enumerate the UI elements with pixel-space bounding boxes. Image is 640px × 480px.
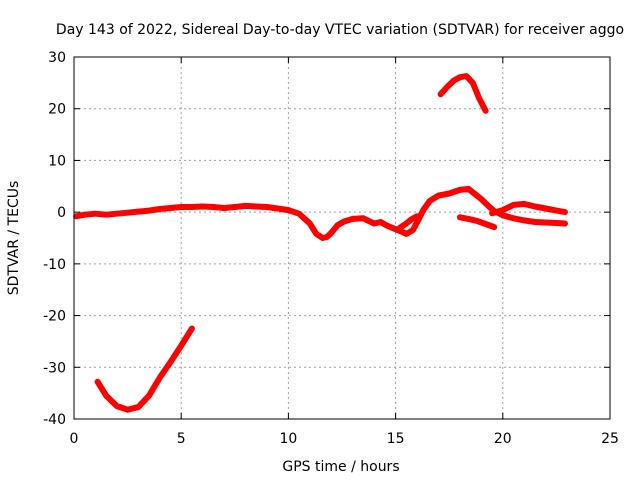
y-tick-label: 10	[48, 153, 66, 169]
x-tick-label: 15	[387, 431, 405, 447]
x-tick-label: 20	[494, 431, 512, 447]
series-flat-segment	[489, 200, 568, 217]
y-tick-label: -40	[43, 412, 66, 428]
y-tick-label: 0	[57, 205, 66, 221]
series-main-trace	[73, 185, 568, 241]
y-tick-label: -20	[43, 309, 66, 325]
x-tick-label: 5	[177, 431, 186, 447]
y-tick-labels: -40 -30 -20 -10 0 10 20 30	[43, 50, 66, 428]
x-tick-label: 10	[279, 431, 297, 447]
y-tick-label: 30	[48, 50, 66, 66]
x-tick-label: 25	[601, 431, 619, 447]
series-upper-arc	[437, 73, 489, 114]
series-lower-arc	[94, 325, 195, 413]
grid-lines	[74, 57, 610, 419]
x-axis-label: GPS time / hours	[282, 459, 399, 475]
y-tick-label: -10	[43, 257, 66, 273]
plot-frame	[73, 56, 611, 420]
x-tick-labels: 0 5 10 15 20 25	[70, 431, 619, 447]
axis-ticks	[73, 56, 611, 420]
y-tick-label: 20	[48, 102, 66, 118]
x-tick-label: 0	[70, 431, 79, 447]
data-series	[73, 73, 568, 413]
series-dip-segment	[456, 214, 498, 231]
chart-title: Day 143 of 2022, Sidereal Day-to-day VTE…	[56, 22, 624, 38]
y-axis-label: SDTVAR / TECUs	[6, 181, 22, 296]
y-tick-label: -30	[43, 360, 66, 376]
series-bump-segment	[396, 213, 420, 231]
